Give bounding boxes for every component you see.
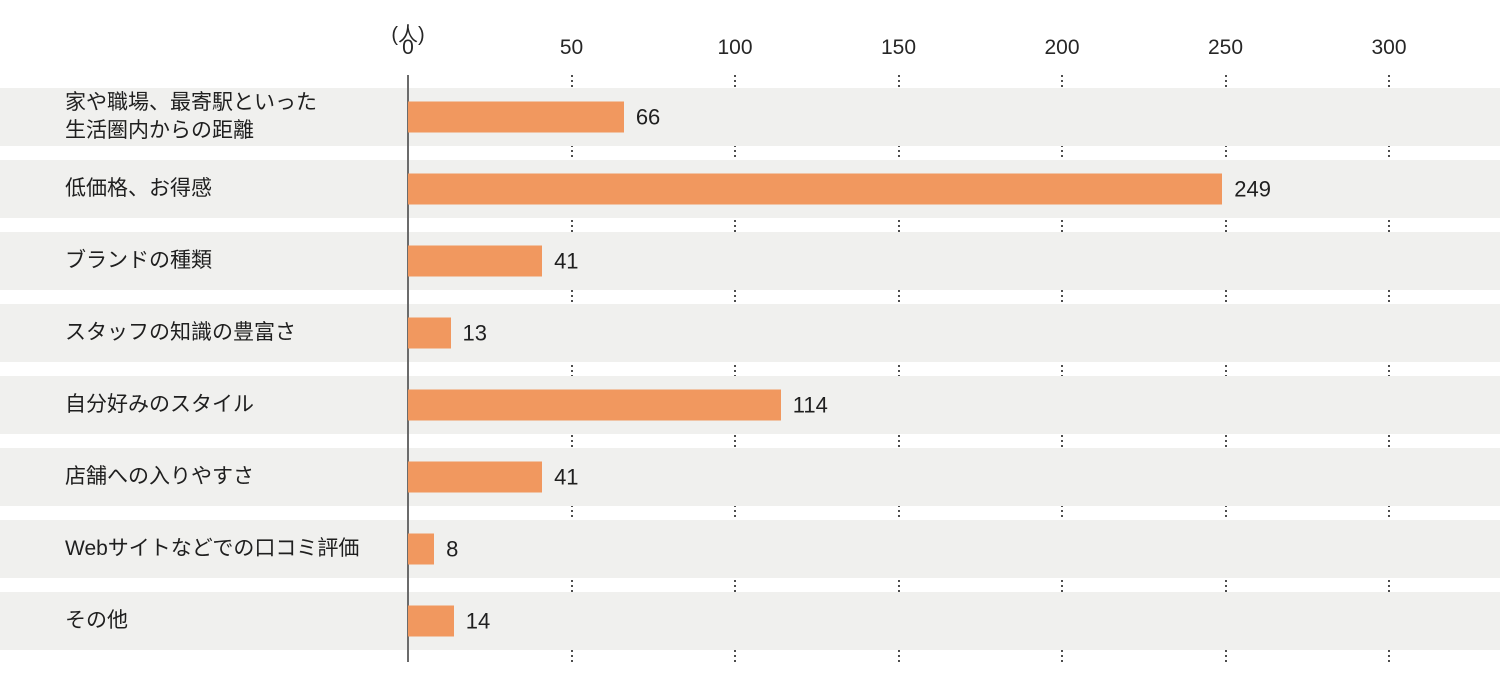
bar-value-label: 114: [792, 392, 828, 417]
bar-wrap: 8: [408, 533, 459, 565]
bar-wrap: 249: [408, 173, 1271, 205]
table-row: 自分好みのスタイル 114: [0, 376, 1500, 434]
category-label: ブランドの種類: [65, 248, 212, 272]
x-tick-label: 200: [1044, 36, 1080, 59]
bar-value-label: 41: [554, 464, 579, 489]
bar-wrap: 66: [408, 101, 661, 133]
bar-wrap: 13: [408, 317, 487, 349]
bar-wrap: 14: [408, 605, 491, 637]
bar: [408, 101, 624, 133]
category-label: Webサイトなどでの口コミ評価: [65, 536, 360, 560]
x-tick-label: 100: [717, 36, 753, 59]
bar: [408, 245, 543, 277]
gridline: [570, 75, 573, 662]
category-label: その他: [65, 608, 128, 632]
gridline: [1224, 75, 1227, 662]
category-label: 自分好みのスタイル: [65, 392, 254, 416]
bar-value-label: 249: [1234, 176, 1271, 201]
bar-wrap: 114: [408, 389, 828, 421]
x-tick-label: 150: [880, 36, 917, 59]
table-row: 店舗への入りやすさ 41: [0, 448, 1500, 506]
bar-wrap: 41: [408, 245, 579, 277]
axis-unit-label: (人): [391, 24, 425, 46]
gridline: [1388, 75, 1390, 662]
table-row: ブランドの種類 41: [0, 232, 1500, 290]
bar-value-label: 66: [635, 104, 661, 129]
bar: [408, 317, 451, 349]
table-row: その他 14: [0, 592, 1500, 650]
zero-axis-line: [407, 75, 409, 662]
bar-wrap: 41: [408, 461, 579, 493]
table-row: 低価格、お得感 249: [0, 160, 1500, 218]
gridline: [734, 75, 736, 662]
x-tick-label: 0: [402, 36, 414, 59]
table-row: Webサイトなどでの口コミ評価 8: [0, 520, 1500, 578]
rows-container: 家や職場、最寄駅といった 生活圏内からの距離 66 低価格、お得感 249 ブラ…: [0, 88, 1500, 664]
gridline: [897, 75, 900, 662]
bar: [408, 389, 781, 421]
category-label: 店舗への入りやすさ: [65, 464, 254, 488]
x-tick-label: 50: [559, 36, 584, 59]
bar-value-label: 41: [554, 248, 579, 273]
bar: [408, 605, 454, 637]
category-label: スタッフの知識の豊富さ: [65, 320, 296, 344]
x-tick-label: 300: [1371, 36, 1407, 59]
table-row: スタッフの知識の豊富さ 13: [0, 304, 1500, 362]
bar-value-label: 14: [465, 608, 491, 633]
bar-value-label: 13: [462, 320, 487, 345]
bar: [408, 173, 1223, 205]
gridline: [1061, 75, 1063, 662]
category-label: 家や職場、最寄駅といった 生活圏内からの距離: [65, 90, 317, 142]
table-row: 家や職場、最寄駅といった 生活圏内からの距離 66: [0, 88, 1500, 146]
bar-value-label: 8: [446, 536, 459, 561]
x-tick-label: 250: [1207, 36, 1244, 59]
category-label: 低価格、お得感: [65, 176, 212, 200]
bar: [408, 533, 435, 565]
bar: [408, 461, 543, 493]
